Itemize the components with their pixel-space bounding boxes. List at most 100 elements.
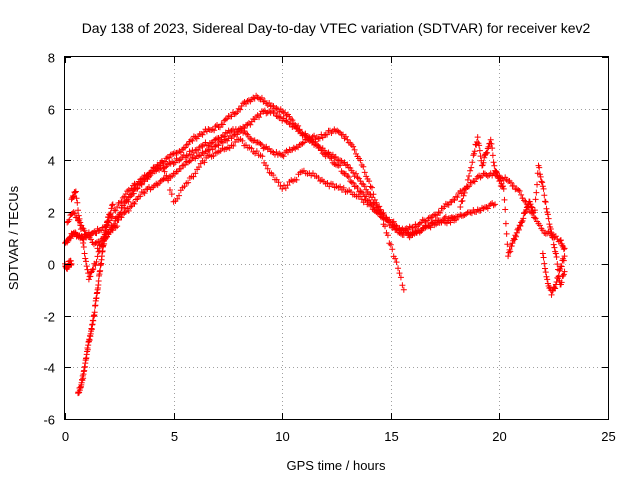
data-point [199,131,206,138]
y-axis-label: SDTVAR / TECUs [6,185,21,290]
data-point [273,104,280,111]
data-point [212,123,219,130]
data-point [112,207,119,214]
series-track-2 [64,107,499,248]
data-point [368,194,375,201]
data-point [279,185,286,192]
data-point [95,278,102,285]
data-point [361,169,368,176]
data-point [169,151,176,158]
data-point [490,202,497,209]
data-point [488,140,495,147]
x-tick-label: 0 [62,429,69,444]
data-point [370,191,377,198]
data-point [463,183,470,190]
data-point [542,198,549,205]
data-point [166,160,173,167]
data-point [114,217,121,224]
data-point [553,279,560,286]
data-point [82,258,89,265]
data-point [238,102,245,109]
data-point [337,183,344,190]
x-axis-label: GPS time / hours [287,458,386,473]
data-point [187,136,194,143]
data-point [300,139,307,146]
data-point [521,210,528,217]
data-point [350,179,357,186]
data-point [127,203,134,210]
data-point [539,227,546,234]
data-point [284,182,291,189]
data-point [350,169,357,176]
x-tick-label: 25 [601,429,615,444]
data-point [536,171,543,178]
data-point [186,158,193,165]
data-point [503,230,510,237]
data-point [106,211,113,218]
plot-frame [64,56,609,420]
data-point [134,185,141,192]
data-point [500,185,507,192]
data-point [416,220,423,227]
data-point [273,148,280,155]
data-point [360,163,367,170]
data-point [502,206,509,213]
data-point [347,164,354,171]
data-point [221,133,228,140]
data-point [176,157,183,164]
data-point [266,145,273,152]
data-point [168,191,175,198]
data-point [256,95,263,102]
data-point [71,210,78,217]
series-track-6 [457,134,568,288]
data-point [373,199,380,206]
data-point [232,110,239,117]
data-point [276,114,283,121]
data-point [473,138,480,145]
data-point [66,216,73,223]
data-point [245,97,252,104]
data-point [485,143,492,150]
data-point [137,193,144,200]
data-point [520,215,527,222]
data-point [332,153,339,160]
data-point [283,112,290,119]
data-point [190,149,197,156]
data-point [81,250,88,257]
y-tick-label: 4 [48,154,55,169]
data-point [125,198,132,205]
data-point [186,138,193,145]
data-point [235,105,242,112]
data-point [490,159,497,166]
data-point [480,159,487,166]
data-point [187,157,194,164]
data-point [533,189,540,196]
data-point [92,262,99,269]
data-point [177,149,184,156]
data-point [182,144,189,151]
data-point [195,153,202,160]
series-track-5 [94,136,459,252]
data-point [332,161,339,168]
data-point [80,240,87,247]
data-point [201,128,208,135]
data-point [491,162,498,169]
data-point [508,243,515,250]
data-point [124,188,131,195]
data-point [492,168,499,175]
axis-ticks [65,57,609,420]
data-point [549,234,556,241]
data-point [331,160,338,167]
data-point [151,168,158,175]
data-point [538,178,545,185]
data-point [70,193,77,200]
data-point [474,134,481,141]
data-point [516,222,523,229]
data-point [486,140,493,147]
data-point [437,209,444,216]
data-point [515,187,522,194]
data-point [293,176,300,183]
data-point [395,265,402,272]
data-point [477,174,484,181]
data-point [216,136,223,143]
